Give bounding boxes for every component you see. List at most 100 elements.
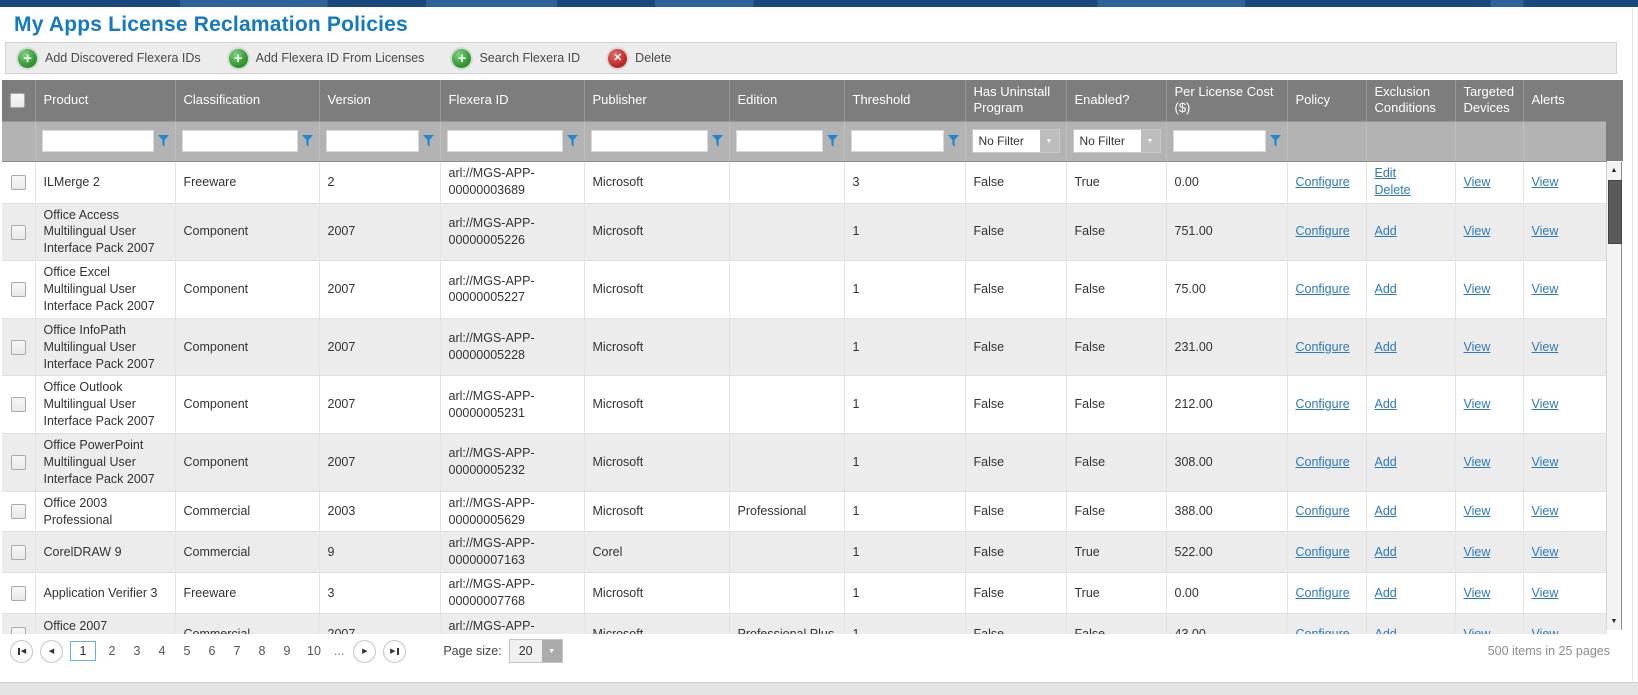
publisher-filter-input[interactable] [590, 130, 708, 152]
alerts-link[interactable]: View [1531, 397, 1559, 412]
publisher-filter-funnel-icon[interactable] [711, 135, 723, 147]
targeted-devices-link[interactable]: View [1463, 282, 1491, 296]
classification-filter-funnel-icon[interactable] [301, 135, 313, 147]
column-header-alerts[interactable]: Alerts [1523, 80, 1607, 122]
policy-link[interactable]: Configure [1295, 282, 1350, 296]
version-filter-input[interactable] [325, 130, 419, 152]
has-uninstall-program-filter-dropdown[interactable]: No Filter ▼ [971, 129, 1060, 153]
targeted-devices-link[interactable]: View [1463, 585, 1491, 600]
enabled-filter-dropdown[interactable]: No Filter ▼ [1072, 129, 1161, 153]
page-number[interactable]: 3 [133, 644, 141, 658]
alerts-link[interactable]: View [1531, 282, 1559, 296]
row-checkbox[interactable] [10, 585, 26, 601]
exclusion-conditions-link[interactable]: Delete [1374, 183, 1411, 197]
page-number[interactable]: 10 [307, 644, 321, 658]
policy-link[interactable]: Configure [1295, 544, 1350, 559]
policy-link[interactable]: Configure [1295, 504, 1350, 519]
policy-link[interactable]: Configure [1295, 224, 1350, 239]
column-header-enabled[interactable]: Enabled? [1066, 80, 1167, 122]
chevron-down-icon[interactable]: ▼ [541, 640, 562, 662]
toolbar-button-add-discovered-flexera-ids[interactable]: + Add Discovered Flexera IDs [18, 48, 201, 68]
per-license-cost-filter-input[interactable] [1172, 130, 1266, 152]
threshold-filter-funnel-icon[interactable] [947, 135, 959, 147]
page-ellipsis[interactable]: ... [333, 644, 345, 658]
scroll-down-icon[interactable]: ▼ [1610, 618, 1618, 625]
row-checkbox[interactable] [10, 455, 26, 471]
page-number[interactable]: 9 [283, 644, 291, 658]
policy-link[interactable]: Configure [1295, 339, 1350, 354]
row-checkbox[interactable] [10, 504, 26, 520]
row-checkbox[interactable] [10, 397, 26, 413]
targeted-devices-link[interactable]: View [1463, 397, 1491, 412]
exclusion-conditions-link[interactable]: Edit [1374, 166, 1397, 181]
toolbar-button-add-flexera-id-from-licenses[interactable]: + Add Flexera ID From Licenses [228, 48, 424, 68]
page-number[interactable]: 4 [158, 644, 166, 658]
per-license-cost-filter-funnel-icon[interactable] [1269, 135, 1281, 147]
row-checkbox[interactable] [10, 224, 26, 240]
threshold-filter-input[interactable] [850, 130, 944, 152]
vertical-scrollbar[interactable]: ▲ ▼ [1606, 162, 1622, 630]
column-header-exclusion-conditions[interactable]: Exclusion Conditions [1366, 80, 1456, 122]
targeted-devices-link[interactable]: View [1463, 224, 1491, 239]
targeted-devices-link[interactable]: View [1463, 339, 1491, 354]
page-number[interactable]: 7 [233, 644, 241, 658]
targeted-devices-link[interactable]: View [1463, 454, 1491, 469]
column-header-threshold[interactable]: Threshold [844, 80, 966, 122]
product-filter-funnel-icon[interactable] [157, 135, 169, 147]
edition-filter-input[interactable] [735, 130, 823, 152]
exclusion-conditions-link[interactable]: Add [1374, 544, 1397, 559]
column-header-product[interactable]: Product [35, 80, 176, 122]
chevron-down-icon[interactable]: ▼ [1140, 130, 1160, 152]
alerts-link[interactable]: View [1531, 174, 1559, 189]
page-number[interactable]: 6 [208, 644, 216, 658]
edition-filter-funnel-icon[interactable] [826, 135, 838, 147]
exclusion-conditions-link[interactable]: Add [1374, 339, 1397, 354]
toolbar-button-delete[interactable]: ✕ Delete [608, 48, 671, 68]
scrollbar-thumb[interactable] [1608, 180, 1622, 244]
flexera-id-filter-input[interactable] [446, 130, 563, 152]
current-page-number[interactable]: 1 [70, 641, 96, 661]
column-header-version[interactable]: Version [319, 80, 441, 122]
page-number[interactable]: 5 [183, 644, 191, 658]
chevron-down-icon[interactable]: ▼ [1039, 130, 1059, 152]
alerts-link[interactable]: View [1531, 339, 1559, 354]
column-header-classification[interactable]: Classification [175, 80, 320, 122]
product-filter-input[interactable] [41, 130, 154, 152]
exclusion-conditions-link[interactable]: Add [1374, 397, 1397, 412]
page-number[interactable]: 2 [108, 644, 116, 658]
column-header-edition[interactable]: Edition [729, 80, 845, 122]
next-page-button[interactable]: ▶ [353, 639, 377, 663]
alerts-link[interactable]: View [1531, 224, 1559, 239]
targeted-devices-link[interactable]: View [1463, 174, 1491, 189]
row-checkbox[interactable] [10, 339, 26, 355]
scroll-up-icon[interactable]: ▲ [1610, 167, 1618, 174]
policy-link[interactable]: Configure [1295, 397, 1350, 412]
alerts-link[interactable]: View [1531, 454, 1559, 469]
column-header-per-license-cost[interactable]: Per License Cost ($) [1166, 80, 1288, 122]
first-page-button[interactable]: ◀ [10, 639, 33, 663]
page-size-dropdown[interactable]: 20 ▼ [508, 639, 563, 663]
column-header-policy[interactable]: Policy [1287, 80, 1367, 122]
exclusion-conditions-link[interactable]: Add [1374, 454, 1397, 469]
flexera-id-filter-funnel-icon[interactable] [566, 135, 578, 147]
classification-filter-input[interactable] [181, 130, 298, 152]
alerts-link[interactable]: View [1531, 504, 1559, 519]
alerts-link[interactable]: View [1531, 544, 1559, 559]
policy-link[interactable]: Configure [1295, 585, 1350, 600]
exclusion-conditions-link[interactable]: Add [1374, 585, 1397, 600]
targeted-devices-link[interactable]: View [1463, 504, 1491, 519]
select-all-checkbox[interactable] [10, 93, 25, 109]
exclusion-conditions-link[interactable]: Add [1374, 224, 1397, 239]
toolbar-button-search-flexera-id[interactable]: + Search Flexera ID [452, 48, 580, 68]
column-header-flexera-id[interactable]: Flexera ID [440, 80, 585, 122]
policy-link[interactable]: Configure [1295, 174, 1350, 189]
policy-link[interactable]: Configure [1295, 454, 1350, 469]
column-header-publisher[interactable]: Publisher [584, 80, 730, 122]
row-checkbox[interactable] [10, 282, 26, 298]
alerts-link[interactable]: View [1531, 585, 1559, 600]
version-filter-funnel-icon[interactable] [422, 135, 434, 147]
last-page-button[interactable]: ▶ [383, 639, 407, 663]
page-number[interactable]: 8 [258, 644, 266, 658]
column-header-has-uninstall-program[interactable]: Has Uninstall Program [965, 80, 1067, 122]
row-checkbox[interactable] [10, 545, 26, 561]
